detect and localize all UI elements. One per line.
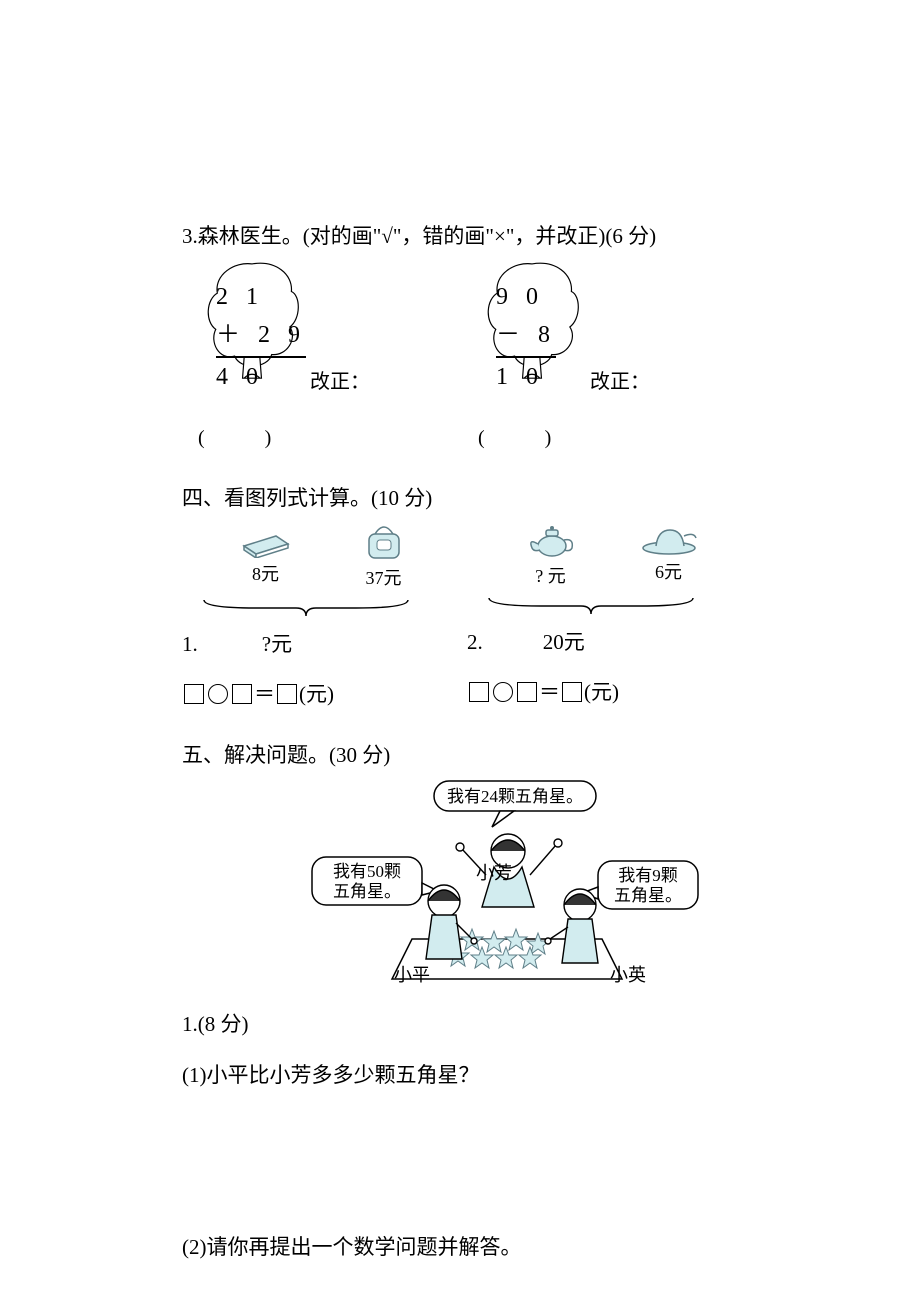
price-hat: 6元 [655,558,682,587]
q5-illustration: 我有24颗五角星。 我有50颗 五角星。 我有9颗 五角星。 [262,779,752,1000]
q4-p2-num: 2. [467,626,483,660]
svg-text:五角星。: 五角星。 [614,886,682,905]
q5-p1-q1: (1)小平比小芳多多少颗五角星？ [182,1059,752,1093]
hat-icon [640,524,698,556]
price-teapot: ? 元 [535,562,566,591]
svg-text:我有50颗: 我有50颗 [333,862,401,881]
name-fang: 小芳 [476,863,512,883]
bag-icon [361,524,407,562]
price-bag: 37元 [366,564,402,593]
q4-p2-eq[interactable]: ＝(元) [467,676,752,710]
item-bag: 37元 [334,524,434,593]
calc-right: 9 0 － 8 1 0 [496,278,556,397]
name-ping: 小平 [394,965,430,985]
q4-p1-eq[interactable]: ＝(元) [182,678,467,712]
q5-p1-points: 1.(8 分) [182,1008,752,1042]
q4-title: 四、看图列式计算。(10 分) [182,482,752,516]
bubble-fang: 我有24颗五角星。 [447,787,583,806]
calc-left: 2 1 ＋ 2 9 4 0 [216,278,306,397]
q5-p1-q2: (2)请你再提出一个数学问题并解答。 [182,1231,752,1265]
paren-left[interactable]: ( ) [198,422,462,454]
correct-label-right: 改正： [590,366,870,398]
q5-title: 五、解决问题。(30 分) [182,739,752,773]
calc-line1: 9 0 [496,278,556,316]
q4-p1-num: 1. [182,628,198,662]
item-teapot: ? 元 [501,524,601,591]
svg-text:我有9颗: 我有9颗 [618,866,678,885]
teapot-icon [526,524,576,560]
item-book: 8元 [216,524,316,589]
q3-prompt: 3.森林医生。(对的画"√"，错的画"×"，并改正)(6 分) [182,220,752,254]
brace-1 [182,595,467,629]
calc-res: 4 0 [216,358,306,396]
calc-res: 1 0 [496,358,556,396]
item-hat: 6元 [619,524,719,587]
paren-right[interactable]: ( ) [478,422,742,454]
calc-line1: 2 1 [216,278,306,316]
q4-p1-total: ?元 [262,628,292,662]
svg-text:五角星。: 五角星。 [333,882,401,901]
calc-op: ＋ 2 9 [216,316,306,358]
brace-2 [467,593,752,627]
price-book: 8元 [252,560,279,589]
name-ying: 小英 [610,965,646,985]
q4-p2-total: 20元 [543,626,585,660]
book-icon [240,524,292,558]
calc-op: － 8 [496,316,556,358]
